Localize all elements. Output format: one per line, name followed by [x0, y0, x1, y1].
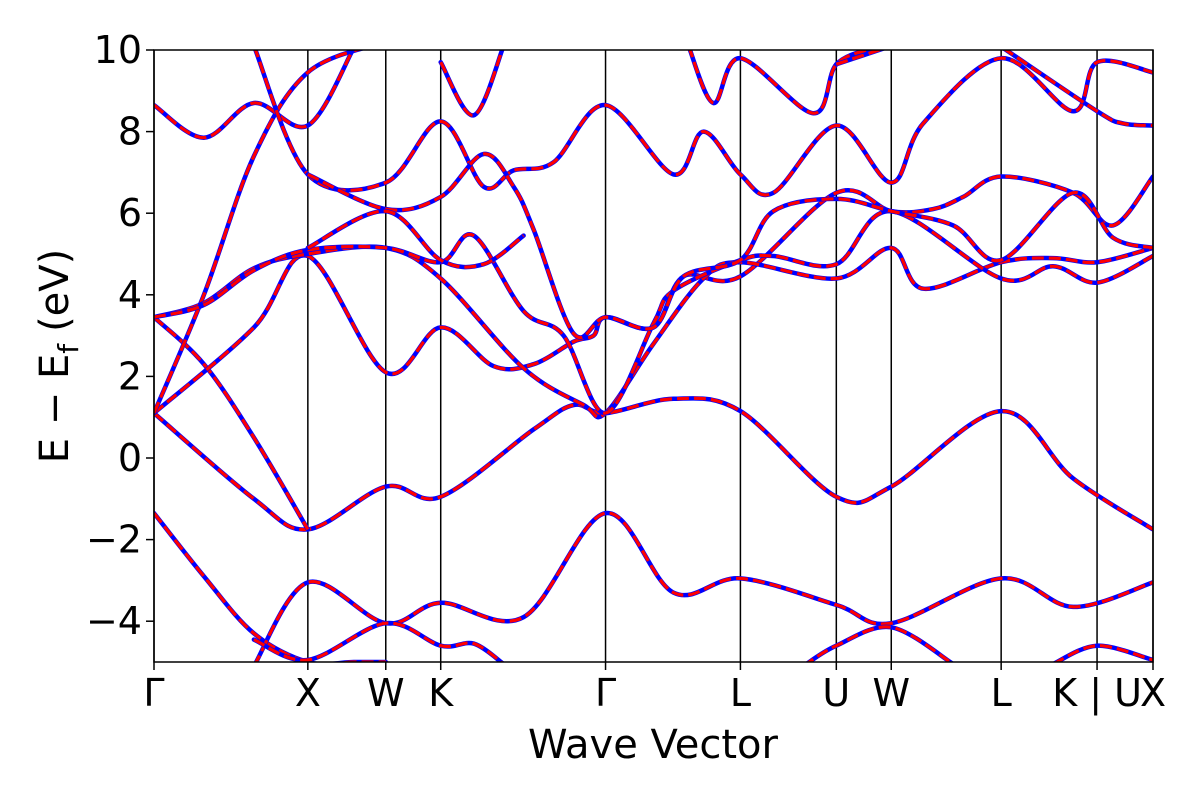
band-line-reference: [154, 510, 389, 662]
band-line-reference: [154, 395, 1153, 532]
x-tick-label: K: [428, 671, 454, 715]
x-tick-label: X: [1140, 671, 1166, 715]
x-tick-label: L: [730, 671, 751, 715]
band-line-reference: [253, 50, 1153, 198]
x-tick-label: K | U: [1052, 671, 1142, 716]
x-tick-label: Γ: [595, 671, 616, 715]
band-line-overlay: [154, 174, 1153, 415]
y-tick-label: −4: [86, 599, 142, 643]
band-line-overlay: [835, 50, 885, 66]
band-line-reference: [305, 151, 1153, 340]
x-tick-label: U: [822, 671, 850, 715]
band-line-reference: [154, 244, 1153, 420]
band-line-overlay: [1053, 644, 1153, 662]
x-tick-label: W: [872, 671, 910, 715]
bands: [154, 50, 1153, 662]
x-axis-label: Wave Vector: [528, 722, 779, 768]
band-line-overlay: [307, 209, 525, 269]
band-line-overlay: [688, 50, 873, 115]
band-line-overlay: [154, 396, 1153, 532]
y-axis-label: E − Ef (eV): [32, 249, 85, 464]
y-axis-label-subscript: f: [52, 343, 85, 354]
band-line-overlay: [1003, 50, 1153, 128]
band-line-reference: [1002, 50, 1153, 128]
y-tick-label: 0: [118, 436, 142, 480]
y-tick-label: 4: [118, 273, 142, 317]
x-tick-label: W: [367, 671, 405, 715]
band-line-overlay: [154, 209, 1153, 415]
y-axis: 10 8 6 4 2 0 −2 −4: [86, 28, 154, 643]
y-tick-label: −2: [86, 518, 142, 562]
plot-frame: [153, 49, 1154, 663]
band-line-overlay: [154, 316, 310, 531]
x-tick-label: X: [295, 671, 321, 715]
band-line-overlay: [154, 512, 386, 662]
band-line-overlay: [806, 625, 954, 662]
band-line-overlay: [154, 245, 1153, 419]
band-line-overlay: [154, 50, 363, 414]
y-axis-label-main: E − E: [32, 354, 78, 464]
band-line-overlay: [253, 621, 504, 662]
y-tick-label: 10: [94, 28, 142, 72]
x-tick-label: L: [991, 671, 1012, 715]
band-line-overlay: [307, 152, 1153, 339]
band-line-reference: [253, 510, 1153, 662]
band-line-reference: [154, 174, 1153, 416]
band-line-reference: [154, 208, 1153, 416]
band-line-overlay: [253, 50, 1153, 197]
band-line-overlay: [154, 50, 355, 140]
x-tick-label: Γ: [143, 671, 164, 715]
band-line-overlay: [439, 50, 504, 117]
y-tick-label: 6: [118, 191, 142, 235]
y-tick-label: 8: [118, 110, 142, 154]
y-tick-label: 2: [118, 354, 142, 398]
y-axis-label-unit: (eV): [32, 249, 78, 332]
